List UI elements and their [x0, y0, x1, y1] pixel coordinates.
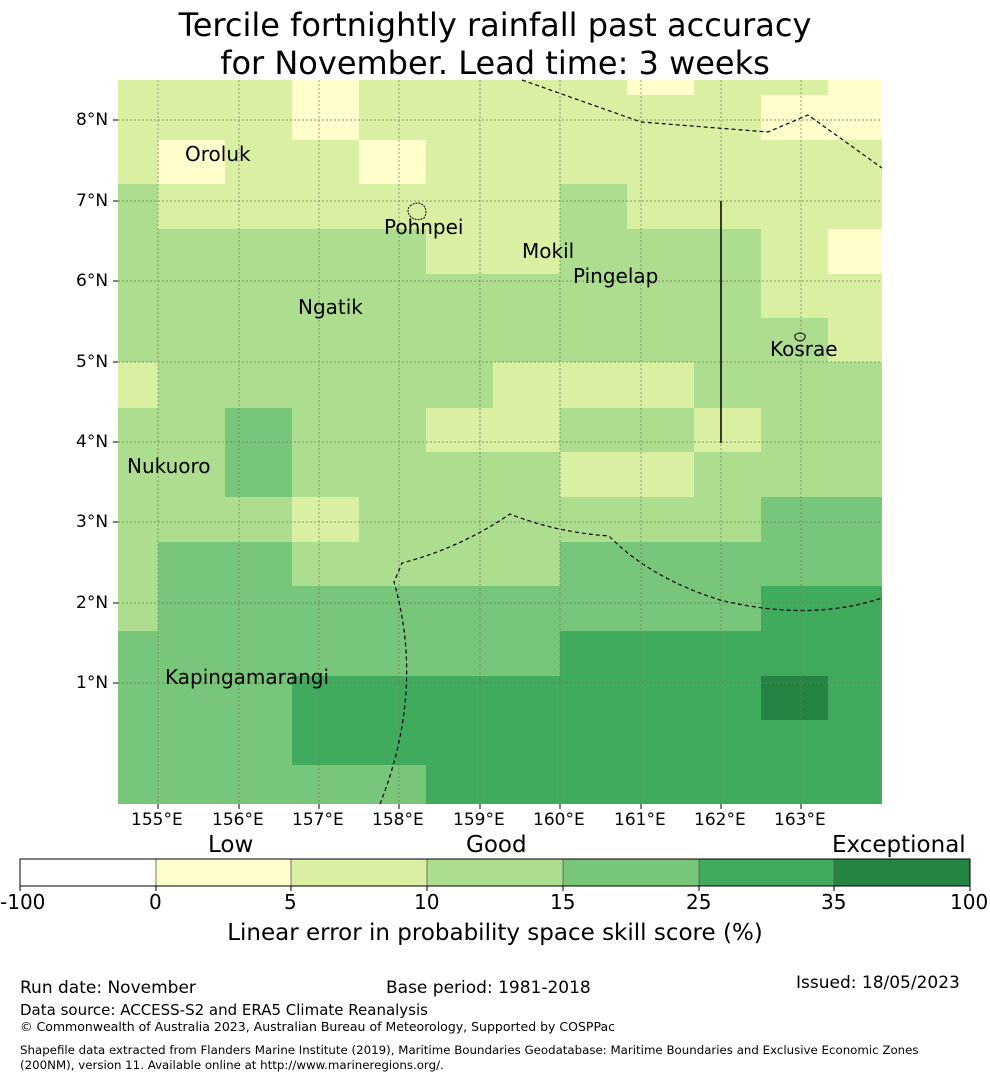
grid-cell: [426, 408, 560, 452]
grid-cell: [627, 184, 882, 229]
place-label-nukuoro: Nukuoro: [127, 454, 211, 478]
grid-cell: [118, 80, 882, 184]
grid-cell: [225, 408, 292, 497]
colorbar-frame: [19, 858, 971, 887]
lat-tick-label: 1°N: [76, 673, 109, 693]
lon-tick-label: 155°E: [131, 810, 183, 830]
map-title-line-2: for November. Lead time: 3 weeks: [220, 44, 770, 82]
pohnpei-island-outline: [407, 202, 427, 221]
grid-cell: [426, 765, 882, 804]
colorbar-segment-2: [291, 859, 427, 886]
grid-cell: [359, 140, 426, 184]
issued-date-text: Issued: 18/05/2023: [796, 973, 960, 993]
grid-cell: [627, 80, 694, 95]
lat-tick-label: 8°N: [76, 110, 109, 130]
grid-cell: [560, 542, 761, 586]
grid-cell: [158, 140, 225, 184]
colorbar-segment-4: [563, 859, 699, 886]
colorbar-tick-label: 100: [950, 890, 989, 914]
colorbar-tick-label: 10: [414, 890, 440, 914]
grid-cell: [828, 229, 882, 274]
axis-ticks: [113, 119, 802, 809]
grid-cell: [761, 676, 828, 720]
colorbar-segment-3: [427, 859, 563, 886]
grid-cell: [560, 184, 627, 229]
lat-tick-label: 3°N: [76, 512, 109, 532]
colorbar-tick-label: 35: [821, 890, 847, 914]
base-period-text: Base period: 1981-2018: [386, 978, 591, 998]
lon-tick-label: 158°E: [372, 810, 424, 830]
grid-cell: [493, 362, 694, 408]
lat-tick-label: 7°N: [76, 191, 109, 211]
place-label-mokil: Mokil: [522, 239, 575, 263]
place-label-ngatik: Ngatik: [298, 295, 363, 319]
lon-tick-label: 163°E: [774, 810, 826, 830]
place-label-pingelap: Pingelap: [573, 264, 659, 288]
lon-tick-label: 159°E: [453, 810, 505, 830]
grid-cell: [828, 80, 882, 95]
colorbar-segment-5: [699, 859, 834, 886]
colorbar-segment-0: [20, 859, 156, 886]
copyright-text: © Commonwealth of Australia 2023, Austra…: [20, 1019, 615, 1034]
legend-category-low: Low: [208, 832, 254, 858]
colorbar: [19, 858, 971, 891]
colorbar-tick-label: 15: [550, 890, 576, 914]
lat-tick-label: 2°N: [76, 593, 109, 613]
run-date-text: Run date: November: [20, 978, 196, 998]
grid-cell: [118, 631, 560, 676]
colorbar-tick-label: 5: [284, 890, 297, 914]
grid-cell: [158, 586, 761, 631]
grid-cell: [158, 184, 560, 229]
grid-cell: [761, 497, 882, 586]
grid-cell: [560, 452, 694, 497]
lon-tick-label: 156°E: [212, 810, 264, 830]
shapefile-credit-line-1: Shapefile data extracted from Flanders M…: [20, 1043, 919, 1057]
grid-cell: [694, 408, 761, 452]
shapefile-credit-line-2: (200NM), version 11. Available online at…: [20, 1058, 444, 1072]
eez-boundary-lines: [379, 79, 883, 805]
place-label-kosrae: Kosrae: [770, 337, 838, 361]
colorbar-tick-label: -100: [0, 890, 46, 914]
grid-cell: [761, 586, 882, 631]
lon-tick-label: 162°E: [694, 810, 746, 830]
grid-cell: [118, 676, 292, 804]
legend-category-good: Good: [466, 832, 527, 858]
data-source-text: Data source: ACCESS-S2 and ERA5 Climate …: [20, 1001, 428, 1019]
colorbar-axis-label: Linear error in probability space skill …: [227, 920, 763, 946]
island-outlines: [407, 202, 806, 342]
grid-cell: [292, 80, 359, 140]
legend-category-exceptional: Exceptional: [832, 832, 966, 858]
grid-cell: [292, 497, 359, 542]
map-title-line-1: Tercile fortnightly rainfall past accura…: [178, 6, 812, 44]
place-label-pohnpei: Pohnpei: [384, 215, 464, 239]
lon-tick-label: 157°E: [292, 810, 344, 830]
grid-cell: [292, 765, 426, 804]
place-label-oroluk: Oroluk: [185, 142, 251, 166]
grid-cell: [118, 362, 158, 408]
colorbar-segment-1: [156, 859, 291, 886]
kosrae-island-outline: [794, 332, 806, 342]
grid-cell: [426, 229, 560, 274]
lon-tick-label: 161°E: [614, 810, 666, 830]
lat-tick-label: 4°N: [76, 432, 109, 452]
grid-cell: [158, 542, 292, 586]
grid-cell: [761, 274, 882, 318]
colorbar-tick-label: 25: [686, 890, 712, 914]
grid-cell: [118, 184, 158, 229]
graticule: [118, 80, 882, 804]
grid-cell: [761, 95, 882, 140]
grid-cell: [828, 318, 882, 362]
lon-tick-label: 160°E: [533, 810, 585, 830]
colorbar-tick-label: 0: [149, 890, 162, 914]
colorbar-segment-6: [834, 859, 970, 886]
lat-tick-label: 6°N: [76, 271, 109, 291]
lat-tick-label: 5°N: [76, 352, 109, 372]
place-label-kapingamarangi: Kapingamarangi: [165, 665, 330, 689]
